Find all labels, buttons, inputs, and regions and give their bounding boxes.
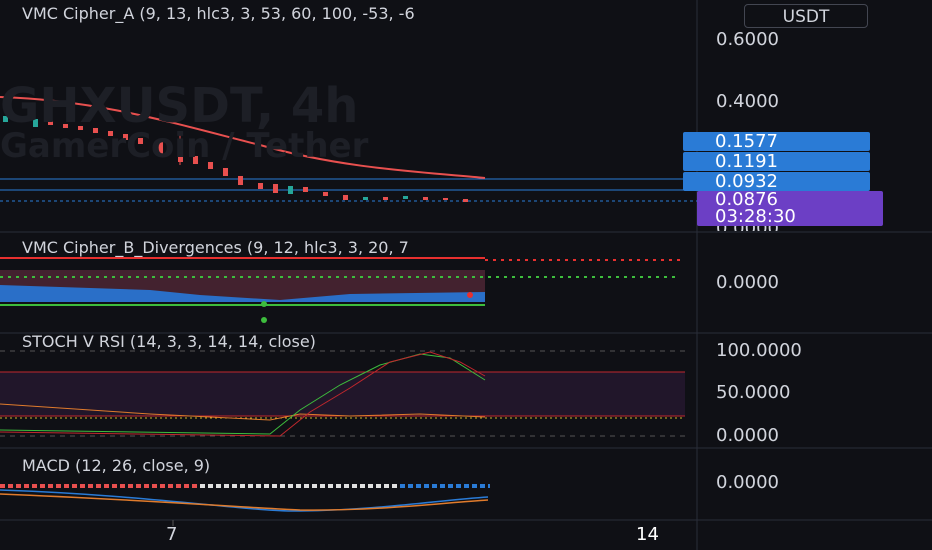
macd-line	[0, 489, 489, 512]
dot	[467, 292, 473, 298]
time-label: 14	[636, 524, 659, 545]
price-tag: 0.1577	[683, 132, 870, 151]
watermark-name: GamerCoin / Tether	[0, 126, 369, 166]
dot	[261, 317, 267, 323]
last-price-tag: 0.0876 03:28:30	[697, 191, 883, 226]
band	[0, 372, 685, 416]
watermark-symbol: GHXUSDT, 4h	[0, 78, 359, 134]
candles	[3, 116, 468, 202]
wave-area	[0, 285, 485, 302]
ema-line	[0, 96, 486, 179]
currency-button[interactable]: USDT	[744, 4, 868, 28]
last-price: 0.0876	[715, 189, 778, 210]
price-label: 0.0000	[716, 272, 779, 293]
rsi-line	[0, 403, 486, 421]
pane-title: MACD (12, 26, close, 9)	[22, 456, 211, 475]
dot	[261, 301, 267, 307]
price-tag: 0.0932	[683, 172, 870, 191]
price-label: 0.4000	[716, 91, 779, 112]
price-label: 0.0000	[716, 425, 779, 446]
pane-title: STOCH V RSI (14, 3, 3, 14, 14, close)	[22, 332, 316, 351]
pane-title: VMC Cipher_B_Divergences (9, 12, hlc3, 3…	[22, 238, 409, 257]
time-label: 7	[166, 524, 178, 545]
price-tag: 0.1191	[683, 152, 870, 171]
price-label: 100.0000	[716, 340, 802, 361]
price-label: 0.0000	[716, 472, 779, 493]
signal-line	[0, 493, 489, 511]
countdown: 03:28:30	[715, 206, 796, 227]
pane-title: VMC Cipher_A (9, 13, hlc3, 3, 53, 60, 10…	[22, 4, 415, 23]
stoch-d	[0, 351, 486, 437]
price-label: 50.0000	[716, 382, 791, 403]
price-label: 0.6000	[716, 29, 779, 50]
